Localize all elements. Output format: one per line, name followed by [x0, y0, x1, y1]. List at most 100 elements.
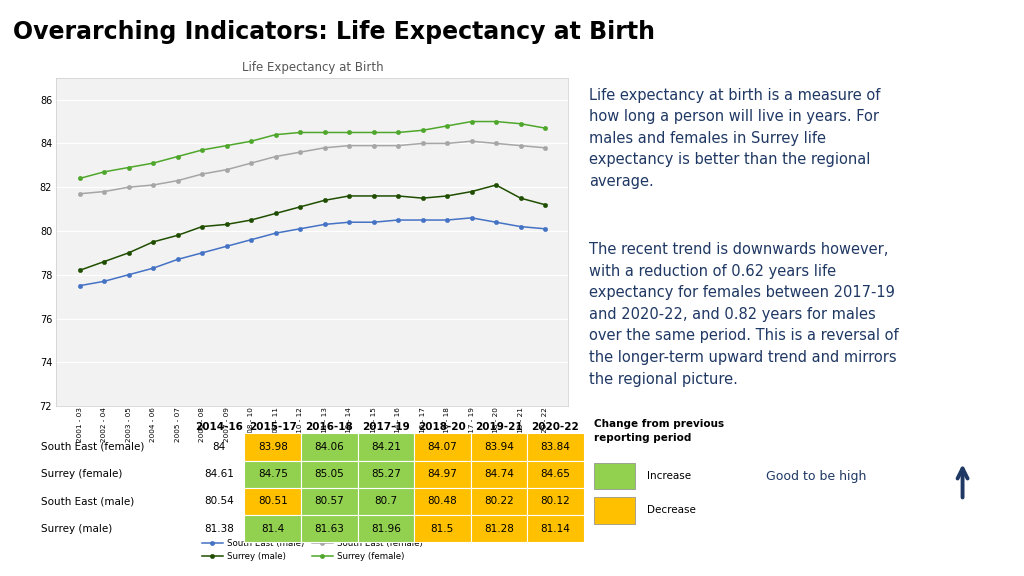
South East (male) [539, 225, 551, 232]
Text: Increase: Increase [647, 471, 691, 481]
Bar [414, 461, 471, 488]
Text: Surrey (male): Surrey (male) [41, 524, 113, 533]
Surrey (female) [196, 146, 208, 153]
Text: 81.96: 81.96 [371, 524, 400, 533]
South East (male) [514, 223, 526, 230]
South East (male) [245, 236, 257, 243]
Surrey (female) [343, 129, 355, 136]
Surrey (female) [539, 124, 551, 131]
Bar [357, 433, 414, 461]
Text: Good to be high: Good to be high [766, 469, 866, 483]
Bar [471, 433, 527, 461]
South East (female) [196, 170, 208, 177]
South East (male) [146, 265, 159, 272]
Surrey (female) [269, 131, 282, 138]
Text: 80.22: 80.22 [484, 497, 514, 506]
Text: 2019-21: 2019-21 [475, 422, 522, 432]
Text: 84: 84 [212, 442, 225, 452]
Bar [594, 497, 635, 524]
South East (male) [343, 219, 355, 226]
Bar [527, 433, 584, 461]
Bar [527, 488, 584, 515]
South East (male) [196, 249, 208, 256]
South East (female) [123, 184, 135, 191]
Surrey (male) [489, 181, 502, 188]
Text: 2015-17: 2015-17 [249, 422, 297, 432]
Text: South East (female): South East (female) [41, 442, 144, 452]
Surrey (male) [417, 195, 429, 202]
Surrey (male) [269, 210, 282, 217]
Surrey (female) [123, 164, 135, 171]
Bar [357, 488, 414, 515]
Bar [301, 488, 357, 515]
South East (female) [74, 190, 86, 197]
Bar [471, 515, 527, 542]
Surrey (female) [74, 175, 86, 182]
Text: 81.28: 81.28 [484, 524, 514, 533]
South East (female) [269, 153, 282, 160]
Bar [414, 433, 471, 461]
South East (female) [98, 188, 111, 195]
Bar [357, 515, 414, 542]
Surrey (male) [368, 192, 380, 199]
Surrey (female) [441, 123, 454, 130]
Surrey (female) [318, 129, 331, 136]
Surrey (male) [123, 249, 135, 256]
Bar [357, 461, 414, 488]
Bar [594, 463, 635, 490]
Surrey (female) [466, 118, 478, 125]
Surrey (male) [392, 192, 404, 199]
Text: 84.21: 84.21 [371, 442, 400, 452]
Bar [245, 515, 301, 542]
Surrey (male) [146, 238, 159, 245]
South East (female) [220, 166, 232, 173]
Bar [527, 515, 584, 542]
South East (male) [123, 271, 135, 278]
Bar [471, 461, 527, 488]
Surrey (male) [171, 232, 183, 239]
Bar [414, 515, 471, 542]
Text: 81.5: 81.5 [431, 524, 454, 533]
Text: 84.06: 84.06 [314, 442, 344, 452]
Text: 80.57: 80.57 [314, 497, 344, 506]
Text: 84.75: 84.75 [258, 469, 288, 479]
South East (male) [171, 256, 183, 263]
South East (male) [98, 278, 111, 285]
South East (male) [392, 217, 404, 223]
Line: South East (female): South East (female) [78, 139, 547, 196]
Bar [301, 461, 357, 488]
South East (male) [441, 217, 454, 223]
South East (male) [318, 221, 331, 228]
Line: South East (male): South East (male) [78, 215, 547, 288]
South East (male) [466, 214, 478, 221]
Text: 83.84: 83.84 [541, 442, 570, 452]
Text: 2020-22: 2020-22 [531, 422, 580, 432]
Text: Life expectancy at birth is a measure of
how long a person will live in years. F: Life expectancy at birth is a measure of… [589, 88, 881, 189]
Text: 81.4: 81.4 [261, 524, 285, 533]
Surrey (female) [392, 129, 404, 136]
South East (female) [368, 142, 380, 149]
Surrey (male) [514, 195, 526, 202]
Text: South East (male): South East (male) [41, 497, 134, 506]
Text: 81.14: 81.14 [541, 524, 570, 533]
Surrey (male) [196, 223, 208, 230]
Surrey (male) [220, 221, 232, 228]
Text: 83.98: 83.98 [258, 442, 288, 452]
South East (female) [489, 140, 502, 147]
Text: 81.63: 81.63 [314, 524, 344, 533]
Bar [245, 433, 301, 461]
Text: 80.48: 80.48 [427, 497, 458, 506]
Text: 83.94: 83.94 [484, 442, 514, 452]
South East (male) [220, 243, 232, 250]
South East (female) [466, 138, 478, 145]
Bar [527, 461, 584, 488]
South East (male) [417, 217, 429, 223]
South East (male) [368, 219, 380, 226]
Text: Change from previous
reporting period: Change from previous reporting period [594, 419, 724, 442]
Title: Life Expectancy at Birth: Life Expectancy at Birth [242, 61, 383, 74]
Surrey (male) [539, 201, 551, 208]
Bar [245, 488, 301, 515]
Surrey (male) [74, 267, 86, 274]
Surrey (female) [294, 129, 306, 136]
South East (female) [245, 160, 257, 166]
